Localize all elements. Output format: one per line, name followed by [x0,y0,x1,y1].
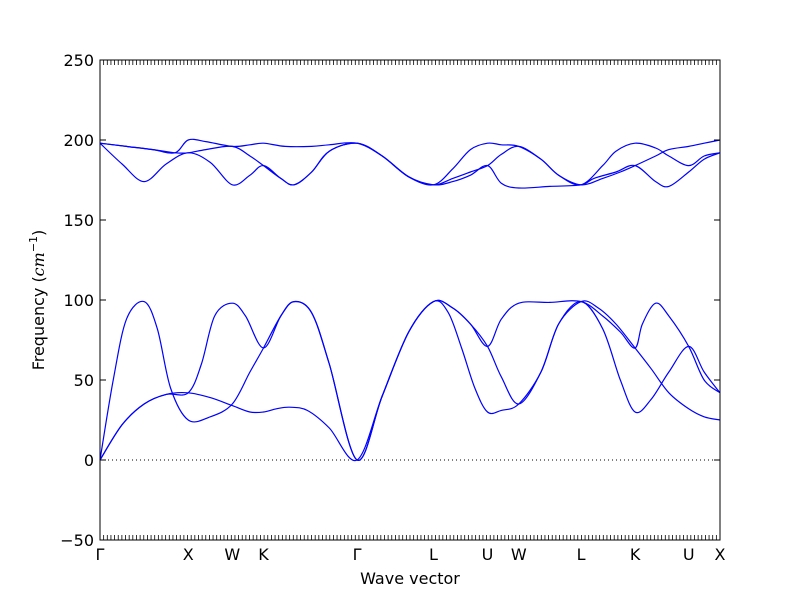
y-tick-label: 250 [63,51,94,70]
y-axis-label-open-paren: ( [29,276,48,287]
y-axis-label-unit: cm [29,252,48,276]
dispersion-branch-4 [99,142,721,189]
y-tick-label: −50 [60,531,94,550]
x-tick-label-9: L [577,545,586,564]
y-axis-label: Frequency (cm−1) [27,230,48,371]
x-tick-label-8: W [511,545,527,564]
y-tick-label: 50 [74,371,94,390]
x-tick-label-1: Γ [96,545,105,564]
x-tick-label-3: W [224,545,240,564]
y-axis-label-text: Frequency [29,288,48,371]
dispersion-branch-2 [99,300,721,461]
dispersion-branch-3 [99,299,721,461]
y-tick-label: 100 [63,291,94,310]
dispersion-branch-1 [99,299,721,462]
x-tick-label-7: U [482,545,494,564]
x-tick-label-6: L [429,545,438,564]
plot-frame [99,59,721,541]
y-axis-label-close-paren: ) [29,230,48,236]
y-axis-label-unit-exponent: −1 [27,236,40,252]
x-tick-label-4: K [258,545,269,564]
plot-area [99,138,721,462]
x-tick-label-12: X [715,545,726,564]
dispersion-branch-6 [99,138,721,186]
y-tick-label: 0 [84,451,94,470]
y-tick-label: 150 [63,211,94,230]
x-tick-label-5: Γ [353,545,362,564]
x-tick-label-11: U [683,545,695,564]
x-axis-label: Wave vector [360,569,460,588]
y-tick-label: 200 [63,131,94,150]
x-tick-label-10: K [630,545,641,564]
x-tick-label-2: X [183,545,194,564]
dispersion-branch-5 [99,139,721,186]
